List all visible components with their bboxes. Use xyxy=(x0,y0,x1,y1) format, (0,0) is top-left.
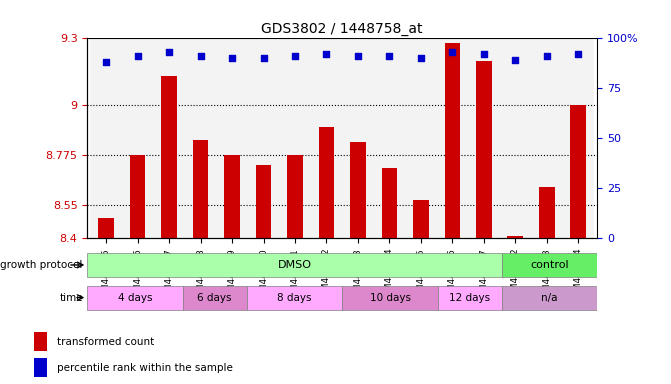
Bar xyxy=(130,155,146,238)
Text: 4 days: 4 days xyxy=(118,293,152,303)
Bar xyxy=(350,142,366,238)
Bar xyxy=(562,38,594,238)
Bar xyxy=(34,332,47,351)
Point xyxy=(447,49,458,55)
Bar xyxy=(570,105,586,238)
Point xyxy=(132,53,143,60)
Bar xyxy=(224,155,240,238)
Bar xyxy=(193,141,209,238)
Bar xyxy=(287,155,303,238)
Point xyxy=(258,55,269,61)
FancyBboxPatch shape xyxy=(502,286,597,310)
Bar xyxy=(382,168,397,238)
Point xyxy=(510,57,521,63)
Bar xyxy=(185,38,216,238)
Bar xyxy=(413,200,429,238)
Bar xyxy=(539,187,555,238)
Bar xyxy=(444,43,460,238)
Bar xyxy=(91,38,122,238)
Text: time: time xyxy=(59,293,83,303)
FancyBboxPatch shape xyxy=(342,286,438,310)
Text: 12 days: 12 days xyxy=(449,293,491,303)
Bar xyxy=(342,38,374,238)
Bar xyxy=(311,38,342,238)
Bar xyxy=(161,76,177,238)
FancyBboxPatch shape xyxy=(502,253,597,277)
Bar xyxy=(500,38,531,238)
Point xyxy=(573,51,584,58)
Point xyxy=(321,51,332,58)
Point xyxy=(101,59,111,65)
Point xyxy=(541,53,552,60)
Point xyxy=(290,53,301,60)
FancyBboxPatch shape xyxy=(438,286,502,310)
Bar xyxy=(531,38,562,238)
Bar xyxy=(98,218,114,238)
Bar xyxy=(374,38,405,238)
FancyBboxPatch shape xyxy=(87,286,183,310)
Text: 8 days: 8 days xyxy=(277,293,311,303)
FancyBboxPatch shape xyxy=(183,286,247,310)
Text: growth protocol: growth protocol xyxy=(1,260,83,270)
Point xyxy=(478,51,489,58)
Bar xyxy=(476,61,492,238)
Title: GDS3802 / 1448758_at: GDS3802 / 1448758_at xyxy=(262,22,423,36)
Bar xyxy=(319,127,334,238)
Text: n/a: n/a xyxy=(541,293,558,303)
Point xyxy=(164,49,174,55)
Bar xyxy=(122,38,154,238)
Bar xyxy=(279,38,311,238)
Point xyxy=(384,53,395,60)
FancyBboxPatch shape xyxy=(87,253,502,277)
Text: transformed count: transformed count xyxy=(57,336,154,347)
Bar xyxy=(34,358,47,377)
Text: DMSO: DMSO xyxy=(277,260,311,270)
Text: 10 days: 10 days xyxy=(370,293,411,303)
Bar xyxy=(468,38,500,238)
Bar xyxy=(248,38,279,238)
Bar xyxy=(507,236,523,238)
Point xyxy=(415,55,426,61)
Bar xyxy=(154,38,185,238)
Text: 6 days: 6 days xyxy=(197,293,232,303)
Text: percentile rank within the sample: percentile rank within the sample xyxy=(57,362,233,373)
Point xyxy=(195,53,206,60)
Bar xyxy=(216,38,248,238)
Text: control: control xyxy=(530,260,569,270)
Bar xyxy=(256,165,271,238)
Bar xyxy=(437,38,468,238)
Bar xyxy=(405,38,437,238)
Point xyxy=(352,53,363,60)
FancyBboxPatch shape xyxy=(247,286,342,310)
Point xyxy=(227,55,238,61)
